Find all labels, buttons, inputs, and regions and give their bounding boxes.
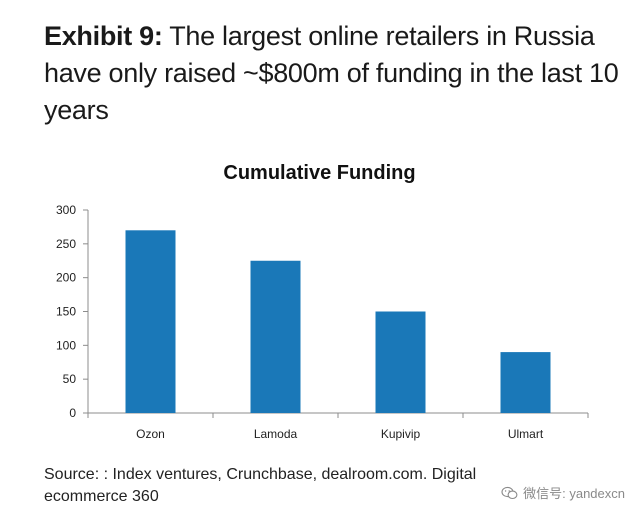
- y-tick-label: 200: [56, 271, 76, 285]
- bar-ozon: [125, 230, 176, 413]
- exhibit-headline: The largest online retailers in Russia h…: [44, 21, 619, 125]
- x-tick-label: Ulmart: [508, 427, 544, 441]
- chart-title: Cumulative Funding: [223, 162, 416, 184]
- x-tick-label: Ozon: [136, 427, 165, 441]
- bar-lamoda: [250, 260, 301, 413]
- bar-chart: 0 50 100 150 200 250 300 Ozon Lamoda Kupivip Ulmar…: [56, 203, 589, 441]
- exhibit-title: Exhibit 9: The largest online retailers …: [44, 18, 634, 129]
- exhibit-label: Exhibit 9:: [44, 21, 163, 51]
- y-tick-label: 250: [56, 237, 76, 251]
- x-tick-label: Lamoda: [254, 427, 298, 441]
- wechat-icon: [501, 486, 518, 499]
- y-tick-label: 50: [63, 372, 77, 386]
- x-tick-label: Kupivip: [381, 427, 421, 441]
- y-tick-label: 100: [56, 338, 76, 352]
- y-tick-label: 300: [56, 203, 76, 217]
- bar-kupivip: [375, 311, 426, 413]
- source-note: Source: : Index ventures, Crunchbase, de…: [44, 466, 477, 505]
- y-tick-label: 0: [69, 406, 76, 420]
- watermark: 微信号: yandexcn: [501, 483, 625, 502]
- watermark-text: 微信号: yandexcn: [523, 486, 625, 501]
- bar-ulmart: [500, 352, 551, 413]
- y-tick-label: 150: [56, 305, 76, 319]
